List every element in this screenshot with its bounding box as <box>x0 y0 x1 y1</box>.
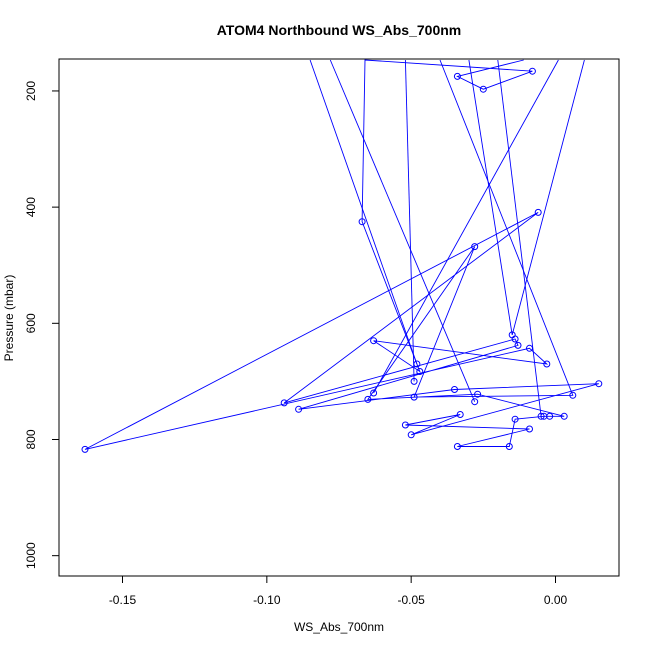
data-point <box>370 389 378 397</box>
data-point <box>474 390 482 398</box>
data-point <box>534 208 542 216</box>
y-axis-label: Pressure (mbar) <box>2 275 16 362</box>
data-point <box>81 445 89 453</box>
x-tick-label: -0.10 <box>253 593 281 607</box>
data-point <box>370 337 378 345</box>
data-point <box>560 412 568 420</box>
data-point <box>456 411 464 418</box>
x-axis-label: WS_Abs_700nm <box>294 620 384 634</box>
data-point <box>479 85 487 93</box>
data-point <box>471 398 479 406</box>
x-tick-label: -0.05 <box>397 593 425 607</box>
data-point <box>358 218 366 226</box>
plot-data <box>81 59 603 453</box>
series-line-6 <box>373 59 559 394</box>
data-point <box>505 443 513 450</box>
x-tick-label: 0.00 <box>544 593 568 607</box>
axes: -0.15 -0.10 -0.05 0.00 200 400 600 800 1000 <box>24 81 567 607</box>
data-point <box>537 412 545 420</box>
data-point <box>453 72 461 80</box>
data-point <box>410 377 418 385</box>
data-point <box>508 331 516 339</box>
data-point <box>295 405 303 413</box>
data-point <box>511 415 519 423</box>
series-line-1 <box>84 59 599 450</box>
data-point <box>595 380 603 388</box>
data-point <box>526 425 533 433</box>
series-line-4 <box>497 59 542 417</box>
data-point <box>407 431 415 439</box>
y-tick-label: 200 <box>24 81 38 101</box>
y-tick-label: 400 <box>24 197 38 217</box>
data-point <box>416 368 424 375</box>
x-tick-label: -0.15 <box>109 593 137 607</box>
data-point <box>280 399 288 407</box>
series-line-7 <box>329 59 476 402</box>
data-point <box>364 395 372 403</box>
data-point <box>569 391 577 399</box>
y-tick-label: 1000 <box>24 542 38 569</box>
data-point <box>401 421 409 429</box>
series-line-5 <box>309 59 418 365</box>
data-point <box>528 67 536 75</box>
series-line-3 <box>404 59 415 382</box>
series-line-2 <box>468 59 585 336</box>
data-point <box>453 443 461 450</box>
plot-frame <box>58 58 620 577</box>
chart-title: ATOM4 Northbound WS_Abs_700nm <box>217 22 462 38</box>
data-point <box>471 243 479 251</box>
data-point <box>546 412 554 420</box>
data-point <box>413 360 421 368</box>
data-point <box>410 393 418 401</box>
y-tick-label: 800 <box>24 429 38 449</box>
y-tick-label: 600 <box>24 313 38 333</box>
data-point <box>543 360 551 368</box>
data-point <box>451 386 458 393</box>
data-point <box>514 341 522 349</box>
